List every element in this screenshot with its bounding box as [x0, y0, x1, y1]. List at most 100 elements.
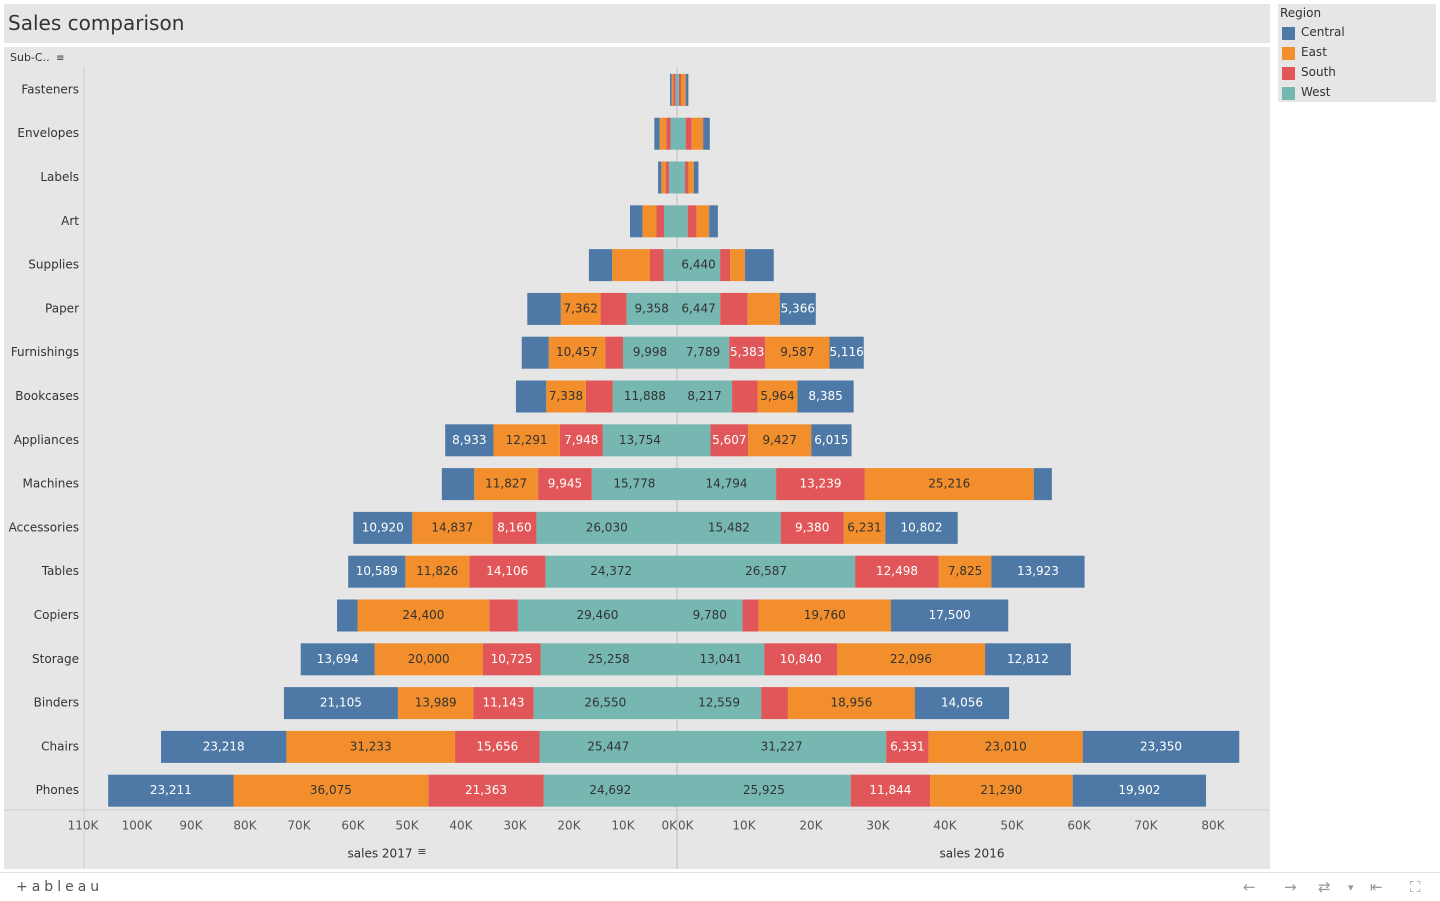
bar-2016-east[interactable] — [688, 161, 694, 194]
bar-2016-south[interactable] — [720, 249, 731, 282]
bar-2017-west[interactable] — [591, 468, 677, 501]
revert-dropdown-button[interactable]: ▾ — [1348, 881, 1354, 894]
reset-button[interactable]: ⇤ — [1370, 878, 1383, 896]
bar-2016-west[interactable] — [677, 380, 733, 413]
bar-2017-east[interactable] — [493, 424, 560, 457]
bar-2016-central[interactable] — [985, 643, 1071, 676]
bar-2017-west[interactable] — [517, 599, 677, 632]
bar-2017-east[interactable] — [560, 292, 601, 325]
bar-2016-central[interactable] — [693, 161, 699, 194]
bar-2017-west[interactable] — [539, 730, 677, 763]
bar-2016-west[interactable] — [677, 468, 777, 501]
bar-2016-east[interactable] — [696, 205, 710, 238]
bar-2016-east[interactable] — [938, 555, 992, 588]
bar-2016-west[interactable] — [677, 249, 721, 282]
bar-2017-west[interactable] — [533, 687, 677, 720]
bar-2016-west[interactable] — [677, 774, 851, 807]
bar-2017-south[interactable] — [656, 205, 665, 238]
bar-2017-south[interactable] — [482, 643, 541, 676]
bar-2016-central[interactable] — [885, 511, 958, 544]
bar-2017-east[interactable] — [659, 117, 667, 150]
bar-2017-east[interactable] — [548, 336, 606, 369]
bar-2016-central[interactable] — [991, 555, 1085, 588]
bar-2017-central[interactable] — [348, 555, 406, 588]
bar-2016-east[interactable] — [748, 424, 812, 457]
bar-2016-central[interactable] — [709, 205, 718, 238]
bar-2017-west[interactable] — [664, 205, 677, 238]
tableau-logo[interactable]: +ableau — [16, 879, 104, 895]
bar-2016-central[interactable] — [1072, 774, 1207, 807]
bar-2016-west[interactable] — [677, 292, 721, 325]
bar-2016-central[interactable] — [779, 292, 816, 325]
bar-2016-east[interactable] — [747, 292, 780, 325]
bar-2017-central[interactable] — [161, 730, 287, 763]
revert-button[interactable]: ⇄ — [1318, 878, 1331, 896]
bar-2017-west[interactable] — [675, 73, 677, 106]
bar-2016-central[interactable] — [797, 380, 854, 413]
bar-2016-central[interactable] — [829, 336, 864, 369]
bar-2016-south[interactable] — [886, 730, 929, 763]
bar-2016-south[interactable] — [742, 599, 759, 632]
undo-button[interactable]: ← — [1243, 878, 1256, 896]
bar-2016-south[interactable] — [780, 511, 844, 544]
bar-2016-south[interactable] — [855, 555, 939, 588]
fullscreen-button[interactable]: ⛶ — [1410, 878, 1421, 896]
bar-2017-east[interactable] — [546, 380, 586, 413]
bar-2016-west[interactable] — [677, 336, 730, 369]
bar-2016-south[interactable] — [679, 73, 682, 106]
bar-2017-east[interactable] — [357, 599, 490, 632]
bar-2016-west[interactable] — [677, 117, 686, 150]
bar-2017-west[interactable] — [668, 161, 677, 194]
bar-2016-west[interactable] — [677, 424, 711, 457]
bar-2017-central[interactable] — [654, 117, 660, 150]
bar-2016-south[interactable] — [687, 205, 697, 238]
bar-2016-east[interactable] — [843, 511, 886, 544]
bar-2016-south[interactable] — [685, 117, 692, 150]
bar-2017-west[interactable] — [540, 643, 677, 676]
bar-2017-east[interactable] — [474, 468, 539, 501]
bar-2016-west[interactable] — [677, 643, 765, 676]
bar-2016-east[interactable] — [681, 73, 686, 106]
bar-2017-south[interactable] — [492, 511, 537, 544]
bar-2017-east[interactable] — [671, 73, 674, 106]
bar-2017-central[interactable] — [108, 774, 234, 807]
bar-2017-west[interactable] — [670, 117, 677, 150]
bar-2016-south[interactable] — [732, 380, 758, 413]
bar-2017-central[interactable] — [445, 424, 494, 457]
bar-2017-west[interactable] — [612, 380, 677, 413]
bar-2016-central[interactable] — [890, 599, 1009, 632]
bar-2017-west[interactable] — [545, 555, 677, 588]
bar-2017-east[interactable] — [612, 249, 650, 282]
bar-2017-east[interactable] — [412, 511, 493, 544]
bar-2017-south[interactable] — [650, 249, 664, 282]
bar-2016-central[interactable] — [1082, 730, 1240, 763]
bar-2016-east[interactable] — [765, 336, 830, 369]
bar-2016-south[interactable] — [720, 292, 748, 325]
bar-2017-south[interactable] — [469, 555, 546, 588]
bar-2017-east[interactable] — [405, 555, 470, 588]
bar-2017-west[interactable] — [543, 774, 677, 807]
bar-2017-central[interactable] — [441, 468, 475, 501]
bar-2016-south[interactable] — [710, 424, 749, 457]
bar-2017-south[interactable] — [489, 599, 518, 632]
bar-2017-central[interactable] — [658, 161, 662, 194]
bar-2017-central[interactable] — [527, 292, 561, 325]
bar-2017-west[interactable] — [623, 336, 677, 369]
bar-2016-central[interactable] — [811, 424, 852, 457]
bar-2016-west[interactable] — [677, 555, 856, 588]
bar-2016-south[interactable] — [729, 336, 766, 369]
bar-2017-south[interactable] — [585, 380, 613, 413]
bar-2016-west[interactable] — [677, 161, 686, 194]
bar-2016-west[interactable] — [677, 730, 887, 763]
bar-2016-east[interactable] — [864, 468, 1034, 501]
bar-2017-east[interactable] — [397, 687, 474, 720]
bar-2017-central[interactable] — [669, 73, 672, 106]
bar-2016-east[interactable] — [758, 599, 891, 632]
bar-2017-central[interactable] — [630, 205, 643, 238]
bar-2016-west[interactable] — [677, 73, 680, 106]
bar-2016-west[interactable] — [677, 687, 762, 720]
bar-2016-east[interactable] — [930, 774, 1073, 807]
bar-2017-east[interactable] — [661, 161, 666, 194]
bar-2017-east[interactable] — [286, 730, 456, 763]
bar-2017-east[interactable] — [374, 643, 483, 676]
